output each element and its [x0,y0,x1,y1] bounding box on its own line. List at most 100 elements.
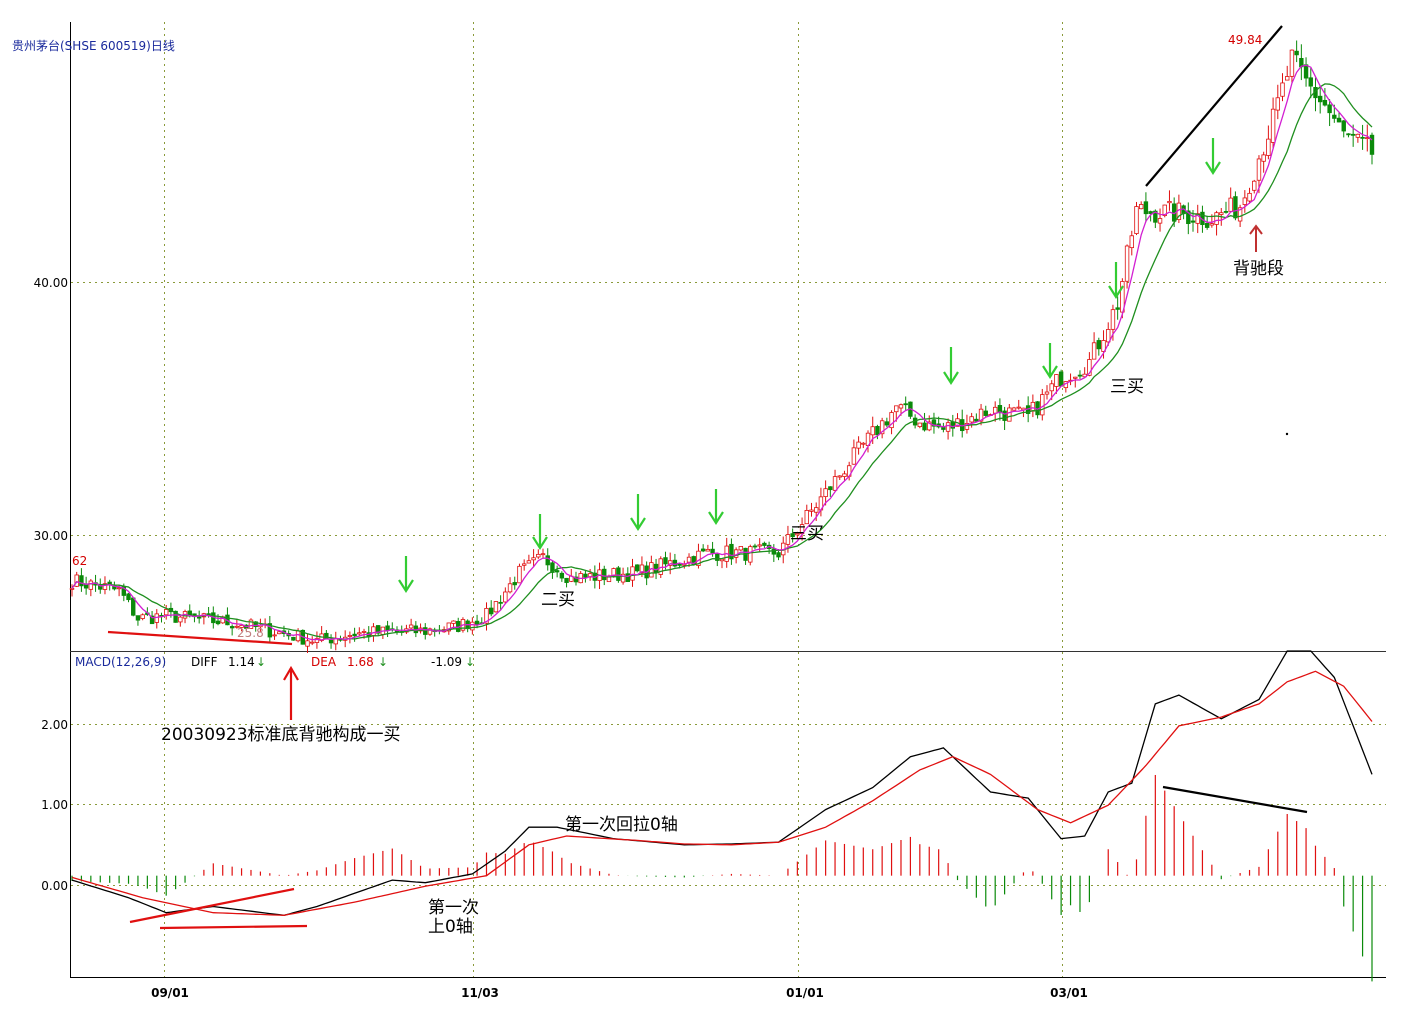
candle-body [451,620,456,624]
candle-body [1106,329,1111,343]
candle-body [83,584,89,589]
macd-histogram [71,774,1373,982]
candle-body [879,420,885,435]
candle-body [1016,406,1021,409]
candle-body [149,615,155,625]
candle-body [277,631,282,635]
candle-body [663,557,668,565]
candle-body [1054,374,1059,387]
candle-body [517,565,522,584]
candle-body [917,422,923,427]
candle-body [1204,222,1210,228]
candle-body [1294,50,1299,56]
annotation-third-buy: 三买 [790,524,824,544]
annotation-first-pullback: 第一次回拉0轴 [565,815,678,835]
candle-body [1134,206,1139,234]
candle-body [1058,371,1064,387]
candle-body [493,601,499,613]
candle-body [700,548,706,552]
candle-body [324,632,329,640]
x-tick-label: 09/01 [151,986,189,1000]
candle-body [154,613,159,623]
candle-body [1350,133,1356,136]
candle-body [531,557,536,561]
candle-body [851,447,857,465]
candle-body [310,641,315,644]
candle-body [305,640,310,647]
candle-body [1143,201,1149,215]
candle-body [385,625,390,631]
candle-body [1341,120,1346,132]
candle-body [776,552,781,558]
candle-body [931,419,937,427]
candle-body [1219,212,1224,215]
candle-body [1087,359,1092,376]
candle-body [408,624,414,629]
candle-body [1332,114,1337,119]
candle-body [357,632,362,635]
candle-body [1148,211,1153,214]
candle-body [832,476,838,491]
candle-body [564,577,569,583]
chart-frame [70,22,1386,978]
candle-body [804,510,809,525]
candle-body [1030,401,1036,412]
candle-body [164,609,169,616]
candle-body [1275,97,1280,111]
x-tick-label: 01/01 [786,986,824,1000]
candle-body [691,556,696,565]
y-tick-label: 40.00 [34,276,68,290]
candle-body [974,418,979,422]
y-tick-label: 2.00 [41,718,68,732]
candle-body [1280,82,1285,97]
candlestick-series [69,40,1375,653]
candle-body [1077,374,1083,377]
candle-body [423,627,428,635]
candle-body [922,422,927,431]
candle-body [748,546,753,563]
dea-value: 1.68 [347,655,374,669]
high-value-label: 49.84 [1228,33,1262,47]
candle-body [1190,220,1196,223]
macd-value: -1.09 [431,655,462,669]
candle-body [790,533,795,538]
down-arrow-icon: ↓ [465,655,475,669]
red-arrow-icon [1249,224,1263,252]
green-down-arrow-icon [708,489,724,526]
candle-body [540,553,546,556]
candle-body [1091,342,1097,360]
candle-body [131,597,136,616]
green-down-arrow-icon [1205,138,1221,176]
candle-body [616,567,621,581]
candle-body [498,601,503,604]
candle-body [550,562,555,573]
candle-body [272,634,277,637]
candle-body [375,625,381,634]
candle-body [371,626,376,636]
candle-body [347,635,353,637]
candle-body [1167,200,1172,204]
red-arrow-icon [283,665,299,720]
y-tick-label: 0.00 [41,879,68,893]
candle-body [1007,407,1012,422]
candle-body [828,486,833,491]
candle-body [1322,99,1328,106]
annotation-first-cross-line1: 第一次 [428,898,479,918]
candle-body [639,564,645,574]
candle-body [1256,158,1262,181]
candle-body [635,564,640,572]
annotation-third-buy: 三买 [1110,377,1144,397]
candle-body [1242,197,1248,205]
candle-body [135,615,141,621]
candle-body [74,574,79,587]
candle-body [752,545,758,548]
candle-body [1369,134,1375,155]
candle-body [1233,196,1238,219]
candle-body [898,404,904,409]
candle-body [1266,138,1271,156]
candle-body [69,587,75,590]
candle-body [1317,95,1323,103]
candle-body [710,548,715,554]
candle-body [620,573,626,583]
